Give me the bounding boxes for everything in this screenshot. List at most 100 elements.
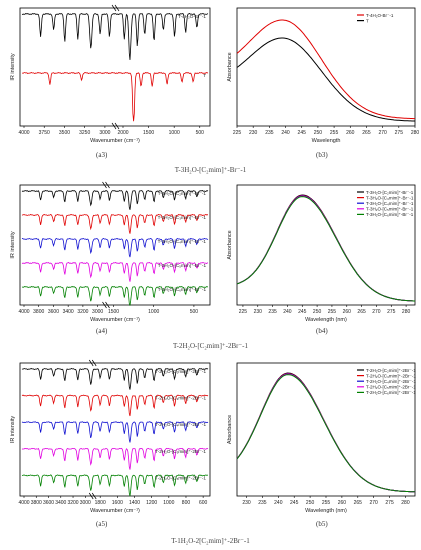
spectrum-line (21, 394, 209, 417)
axis-break (114, 122, 120, 130)
x-tick-label: 3000 (80, 500, 91, 506)
caption-a5: (a5) (96, 520, 108, 528)
plot-frame (19, 362, 211, 497)
legend-label: T-2H₂O-[C₄mim]⁺-2Br⁻-1 (155, 422, 206, 427)
caption-b4: (b4) (316, 327, 328, 335)
x-tick-label: 4000 (18, 309, 29, 315)
spectrum-line (21, 13, 209, 60)
spectrum-line (21, 474, 209, 497)
axis-break (114, 4, 120, 12)
section-title-1: T-3H₂O-[C₂mim]⁺-Br⁻-1 (174, 166, 247, 174)
x-tick-label: 235 (268, 309, 277, 315)
x-tick-label: 240 (281, 130, 290, 136)
legend-label: T-3H₂O-[C₄mim]⁺-Br⁻-1 (158, 239, 207, 244)
x-tick-label: 255 (328, 309, 337, 315)
plot-frame (236, 184, 416, 306)
x-tick-label: 3500 (59, 130, 70, 136)
x-tick-label: 3750 (39, 130, 50, 136)
legend-label: T-3H₂O-[C₃mim]⁺-Br⁻-1 (366, 195, 414, 200)
x-tick-label: 235 (265, 130, 274, 136)
x-tick-label: 225 (233, 130, 242, 136)
x-tick-label: 275 (385, 500, 394, 506)
chart-b3: 225 230 235 240 245 250 255 260 265 270 275 280 Wave… (227, 7, 419, 144)
chart-b5: 230 235 240 245 250 255 260 265 270 275 280 Wavelen… (227, 362, 416, 514)
spectrum-line (21, 286, 209, 306)
caption-a3: (a3) (96, 151, 108, 159)
legend-label: T-3H₂O-[C₅mim]⁺-Br⁻-1 (158, 263, 207, 268)
legend-label: T-2H₂O-[C₅mim]⁺-2Br⁻-1 (155, 449, 206, 454)
absorbance-line (236, 374, 416, 493)
x-tick-label: 250 (306, 500, 315, 506)
axis-break (111, 122, 117, 130)
axis-break (91, 492, 97, 500)
legend-label: T-2H₂O-[C₃mim]⁺-2Br⁻-1 (155, 396, 206, 401)
x-tick-label: 3000 (92, 309, 103, 315)
x-tick-label: 3800 (31, 500, 42, 506)
x-tick-label: 245 (298, 309, 307, 315)
absorbance-line (236, 37, 415, 122)
axis-break (102, 181, 107, 189)
x-tick-label: 265 (362, 130, 371, 136)
caption-b3: (b3) (316, 151, 328, 159)
x-tick-label: 275 (387, 309, 396, 315)
legend-label: T (366, 18, 369, 23)
y-axis-label: IR intensity (10, 231, 16, 258)
x-tick-label: 3800 (33, 309, 44, 315)
x-tick-label: 255 (322, 500, 331, 506)
x-tick-label: 250 (314, 130, 323, 136)
x-tick-label: 280 (401, 500, 410, 506)
absorbance-line (236, 196, 415, 302)
x-tick-label: 1200 (146, 500, 157, 506)
legend-label: T-2H₂O-[C₆mim]⁺-2Br⁻-1 (366, 390, 416, 395)
x-tick-label: 1000 (163, 500, 174, 506)
x-tick-label: 1600 (112, 500, 123, 506)
plot-frame (19, 184, 211, 306)
x-tick-label: 265 (357, 309, 366, 315)
axis-break (105, 301, 110, 309)
x-tick-label: 250 (313, 309, 322, 315)
x-tick-label: 3600 (48, 309, 59, 315)
x-tick-label: 1500 (108, 309, 119, 315)
legend-label: T-4H₂O-Br⁻-1 (366, 13, 394, 18)
x-axis-label: Wavenumber (cm⁻¹) (90, 508, 140, 514)
spectrum-line (22, 72, 209, 122)
y-axis-label: IR intensity (10, 53, 16, 80)
legend-label: T-3H₂O-[C₂mim]⁺-Br⁻-1 (158, 191, 207, 196)
x-tick-label: 3000 (99, 130, 110, 136)
x-tick-label: 270 (378, 130, 387, 136)
axis-break (105, 181, 110, 189)
x-tick-label: 245 (290, 500, 299, 506)
x-axis-label: Wavelength (nm) (305, 317, 347, 323)
x-tick-label: 225 (239, 309, 248, 315)
spectrum-line (21, 190, 209, 210)
spectrum-line (21, 262, 209, 282)
x-tick-label: 255 (330, 130, 339, 136)
x-tick-label: 240 (283, 309, 292, 315)
x-tick-label: 3200 (67, 500, 78, 506)
chart-a3: 4000 3750 3500 3250 3000 2000 1500 1000 500 Waven… (10, 4, 211, 144)
x-tick-label: 280 (402, 309, 411, 315)
x-tick-label: 245 (298, 130, 307, 136)
x-axis-label: Wavenumber (cm⁻¹) (90, 317, 140, 323)
x-tick-label: 3250 (79, 130, 90, 136)
x-tick-label: 3200 (77, 309, 88, 315)
x-tick-label: 1800 (95, 500, 106, 506)
y-axis-label: IR intensity (10, 416, 16, 443)
x-tick-label: 270 (372, 309, 381, 315)
legend-label: T-2H₂O-[C₂mim]⁺-2Br⁻-1 (155, 369, 206, 374)
legend-label: T-2H₂O-[C₄mim]⁺-2Br⁻-1 (366, 379, 416, 384)
legend-label: T (203, 73, 206, 78)
x-tick-label: 600 (199, 500, 208, 506)
section-title-2: T-2H₂O-[C₂mim]⁺-2Br⁻-1 (172, 342, 248, 350)
x-tick-label: 260 (346, 130, 355, 136)
y-axis-label: Absorbance (227, 230, 233, 259)
spectrum-line (21, 447, 209, 470)
x-tick-label: 265 (354, 500, 363, 506)
x-axis-label: Wavenumber (cm⁻¹) (90, 138, 140, 144)
x-tick-label: 270 (370, 500, 379, 506)
spectrum-line (21, 238, 209, 258)
legend-label: T-2H₂O-[C₅mim]⁺-2Br⁻-1 (366, 385, 416, 390)
x-tick-label: 275 (395, 130, 404, 136)
legend-label: T-4H₂O-Br⁻-1 (178, 14, 206, 19)
x-tick-label: 2000 (117, 130, 128, 136)
